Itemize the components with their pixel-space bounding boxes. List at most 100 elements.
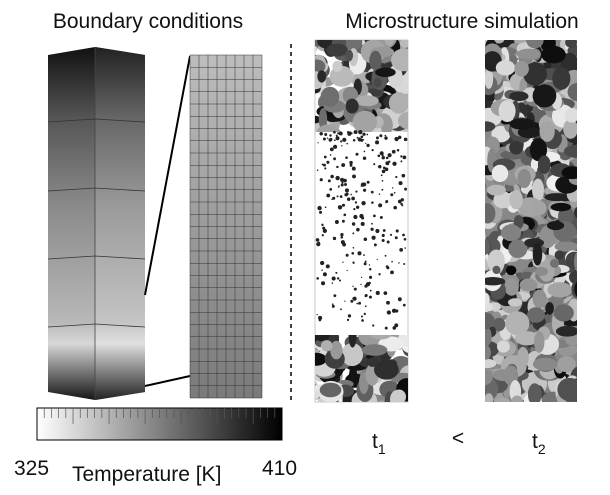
nucleus	[379, 134, 383, 138]
comparison: <	[452, 427, 464, 450]
segment-line	[47, 118, 146, 123]
nucleus	[339, 195, 343, 198]
time-label: t1	[372, 430, 386, 457]
nucleus	[327, 179, 331, 183]
grain	[345, 98, 359, 114]
grain	[510, 395, 524, 402]
nucleus	[331, 282, 334, 284]
nucleus	[394, 323, 399, 328]
nucleus	[333, 139, 336, 142]
nucleus	[346, 318, 350, 322]
grain	[533, 331, 545, 353]
nucleus	[350, 193, 352, 196]
nucleus	[360, 315, 363, 318]
grain	[352, 110, 378, 132]
nucleus	[400, 198, 404, 202]
nucleus	[343, 213, 347, 217]
nucleus	[386, 310, 391, 315]
nucleus	[316, 277, 319, 280]
nucleus	[384, 254, 387, 257]
grains	[315, 335, 408, 402]
grain	[500, 224, 522, 242]
nucleus	[355, 152, 359, 156]
nucleus	[335, 134, 338, 137]
nucleus	[382, 229, 386, 232]
grain	[315, 74, 316, 80]
nucleus	[368, 295, 372, 299]
grain	[487, 249, 505, 274]
grain	[354, 95, 379, 107]
nucleus	[329, 154, 332, 156]
nucleus	[340, 140, 343, 143]
grain	[320, 86, 340, 107]
nucleus	[402, 233, 405, 237]
nucleus	[388, 160, 391, 163]
nucleus	[355, 190, 358, 193]
nucleus	[398, 181, 403, 186]
nucleus	[352, 139, 356, 142]
grain	[553, 304, 574, 322]
nucleus	[341, 181, 344, 184]
nucleus	[368, 264, 371, 266]
nucleus	[402, 303, 406, 307]
nucleus	[363, 150, 366, 153]
nucleus	[326, 193, 331, 198]
nucleus	[349, 163, 353, 167]
grain	[492, 265, 501, 275]
nucleus	[316, 314, 318, 316]
nucleus	[378, 165, 382, 169]
mesh-grid	[189, 54, 263, 399]
grain	[493, 191, 513, 209]
grain	[485, 368, 493, 386]
nucleus	[394, 236, 398, 240]
grain	[563, 119, 577, 139]
nucleus	[358, 301, 362, 305]
grain	[534, 266, 549, 276]
nucleus	[338, 185, 340, 187]
nucleus	[376, 258, 378, 260]
nucleus	[361, 319, 364, 322]
grain	[508, 239, 528, 259]
segment-line	[47, 323, 146, 328]
grain	[344, 40, 363, 51]
grain	[574, 252, 577, 272]
grain	[532, 242, 543, 266]
nucleus	[318, 315, 323, 321]
nucleus	[373, 214, 376, 218]
grain	[485, 358, 497, 369]
nucleus	[381, 169, 386, 174]
nucleus	[366, 143, 370, 148]
nucleus	[323, 155, 327, 159]
grain	[527, 383, 542, 402]
nucleus	[332, 144, 338, 149]
nucleus	[369, 275, 373, 279]
nucleus	[337, 132, 340, 135]
nucleus	[386, 300, 390, 305]
nucleus	[342, 261, 344, 263]
grain	[509, 189, 523, 210]
nucleus	[322, 228, 327, 233]
grain	[550, 202, 572, 212]
grain	[375, 67, 396, 78]
grain	[361, 344, 388, 356]
segment-line	[47, 255, 146, 260]
nucleus	[357, 137, 362, 142]
grain	[476, 389, 485, 399]
nucleus	[353, 287, 357, 291]
grain	[485, 312, 495, 330]
grain	[485, 302, 493, 312]
grain	[485, 232, 487, 243]
grain	[384, 40, 394, 46]
nucleus	[340, 308, 342, 311]
nucleus	[322, 163, 326, 167]
nucleus	[394, 136, 399, 142]
nucleus	[351, 251, 355, 255]
nucleus	[366, 180, 370, 184]
grain	[485, 326, 492, 348]
nucleus	[364, 284, 368, 288]
nucleus	[317, 142, 319, 144]
nucleus	[364, 305, 367, 308]
grain	[399, 40, 408, 48]
zoom-line	[144, 55, 191, 296]
grain	[508, 298, 523, 307]
